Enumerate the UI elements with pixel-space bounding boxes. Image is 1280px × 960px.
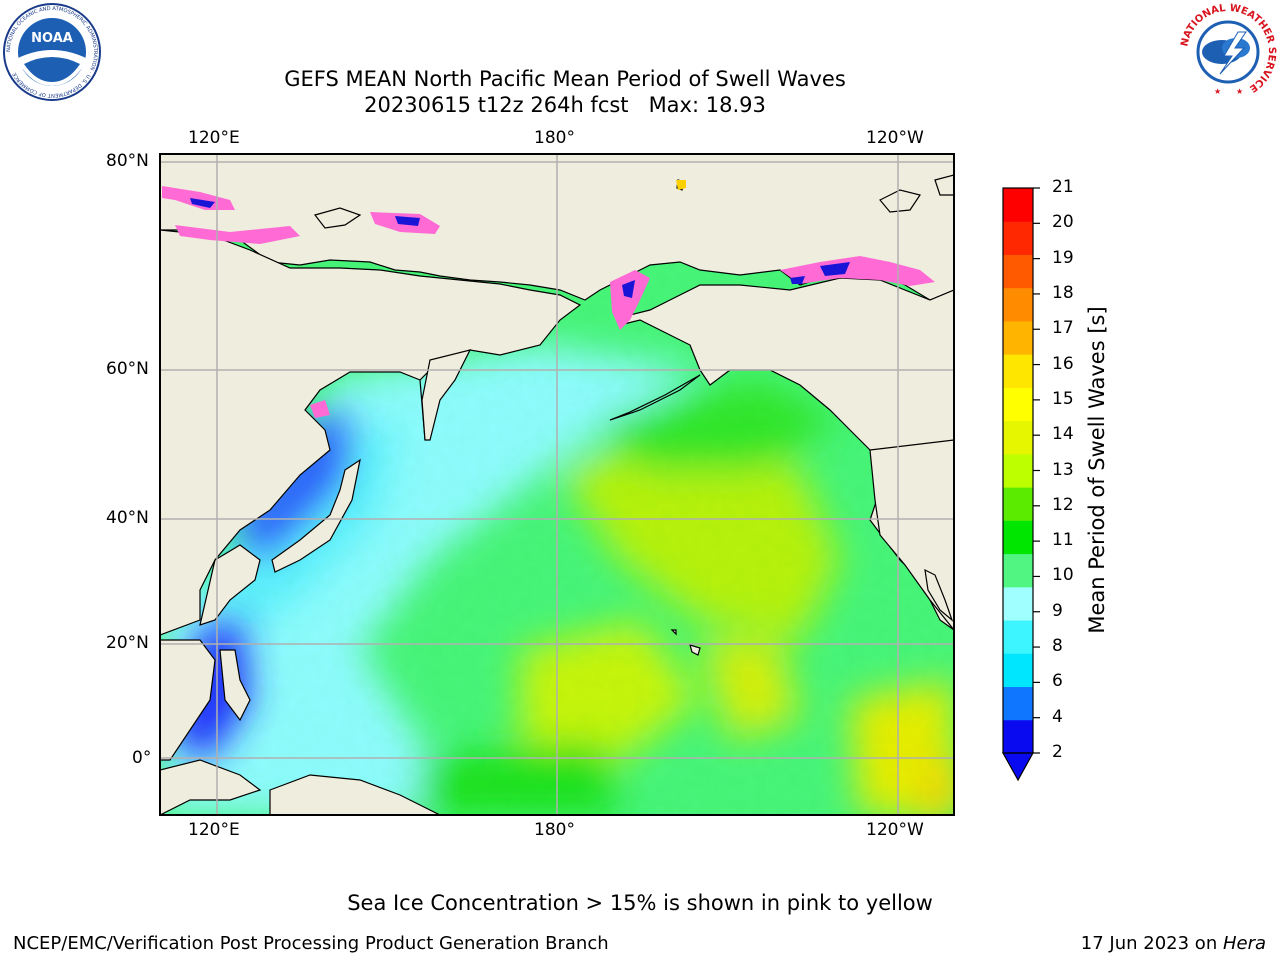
- colorbar-tick-label: 14: [1052, 424, 1074, 445]
- lat-label: 60°N: [106, 359, 149, 379]
- colorbar-tick-label: 2: [1052, 742, 1063, 762]
- bottom-lon-label: 120°W: [866, 820, 924, 840]
- lat-label: 80°N: [106, 151, 149, 171]
- colorbar-segment: [1003, 620, 1033, 654]
- noaa-logo-text: NOAA: [31, 31, 73, 46]
- lat-label: 0°: [132, 748, 152, 768]
- land-masses: [160, 154, 954, 815]
- colorbar-segment: [1003, 221, 1033, 255]
- top-lon-label: 120°W: [866, 128, 924, 148]
- colorbar-tick-label: 20: [1052, 212, 1074, 233]
- colorbar-tick-label: 10: [1052, 565, 1074, 586]
- colorbar-label: Mean Period of Swell Waves [s]: [1085, 306, 1109, 634]
- colorbar-tick-label: 13: [1052, 459, 1074, 480]
- bottom-lon-label: 120°E: [188, 820, 240, 840]
- graticule: [160, 154, 954, 815]
- colorbar-segment: [1003, 254, 1033, 289]
- colorbar-segment: [1003, 188, 1033, 222]
- colorbar-tick-label: 17: [1052, 318, 1074, 339]
- colorbar-tick-label: 21: [1052, 177, 1074, 197]
- colorbar-tick-label: 11: [1052, 530, 1074, 551]
- sea-ice-note: Sea Ice Concentration > 15% is shown in …: [347, 891, 933, 915]
- svg-text:★: ★: [1236, 87, 1243, 96]
- colorbar-segment: [1003, 487, 1033, 521]
- footer-machine: Hera: [1222, 933, 1266, 954]
- colorbar-tick-label: 16: [1052, 353, 1074, 374]
- colorbar-tick-label: 15: [1052, 388, 1074, 409]
- colorbar-segment: [1003, 686, 1033, 721]
- colorbar-segment: [1003, 586, 1033, 621]
- chart-title: GEFS MEAN North Pacific Mean Period of S…: [284, 67, 846, 91]
- colorbar-segment: [1003, 287, 1033, 322]
- chart-subtitle: 20230615 t12z 264h fcst Max: 18.93: [364, 93, 766, 117]
- colorbar-segment: [1003, 387, 1033, 422]
- top-lon-label: 180°: [534, 128, 575, 148]
- svg-text:★: ★: [1214, 87, 1221, 96]
- footer-credit: NCEP/EMC/Verification Post Processing Pr…: [13, 933, 609, 954]
- bottom-lon-label: 180°: [534, 820, 575, 840]
- colorbar-tick-label: 19: [1052, 247, 1074, 268]
- colorbar-tick-label: 6: [1052, 671, 1063, 692]
- colorbar-tick-label: 4: [1052, 706, 1063, 727]
- colorbar-segment: [1003, 719, 1033, 754]
- colorbar-segment: [1003, 653, 1033, 688]
- colorbar-segment: [1003, 320, 1033, 355]
- colorbar-tick-label: 8: [1052, 636, 1063, 657]
- colorbar-tick-label: 12: [1052, 494, 1074, 515]
- colorbar-segment: [1003, 453, 1033, 488]
- colorbar: [1001, 187, 1040, 782]
- footer-date: 17 Jun 2023 on Hera: [1081, 933, 1266, 954]
- colorbar-tick-label: 18: [1052, 282, 1074, 303]
- lat-label: 20°N: [106, 633, 149, 653]
- colorbar-extend-arrow: [1001, 752, 1035, 782]
- nws-logo: NATIONAL WEATHER SERVICE ★ ★: [1178, 2, 1278, 102]
- footer-date-text: 17 Jun 2023 on: [1080, 933, 1223, 954]
- colorbar-segment: [1003, 520, 1033, 555]
- map-frame: [159, 153, 955, 816]
- colorbar-segment: [1003, 553, 1033, 588]
- noaa-logo: NATIONAL OCEANIC AND ATMOSPHERIC ADMINIS…: [2, 2, 102, 102]
- lat-label: 40°N: [106, 508, 149, 528]
- top-lon-label: 120°E: [188, 128, 240, 148]
- colorbar-tick-label: 9: [1052, 600, 1063, 621]
- colorbar-segment: [1003, 354, 1033, 388]
- colorbar-segment: [1003, 420, 1033, 455]
